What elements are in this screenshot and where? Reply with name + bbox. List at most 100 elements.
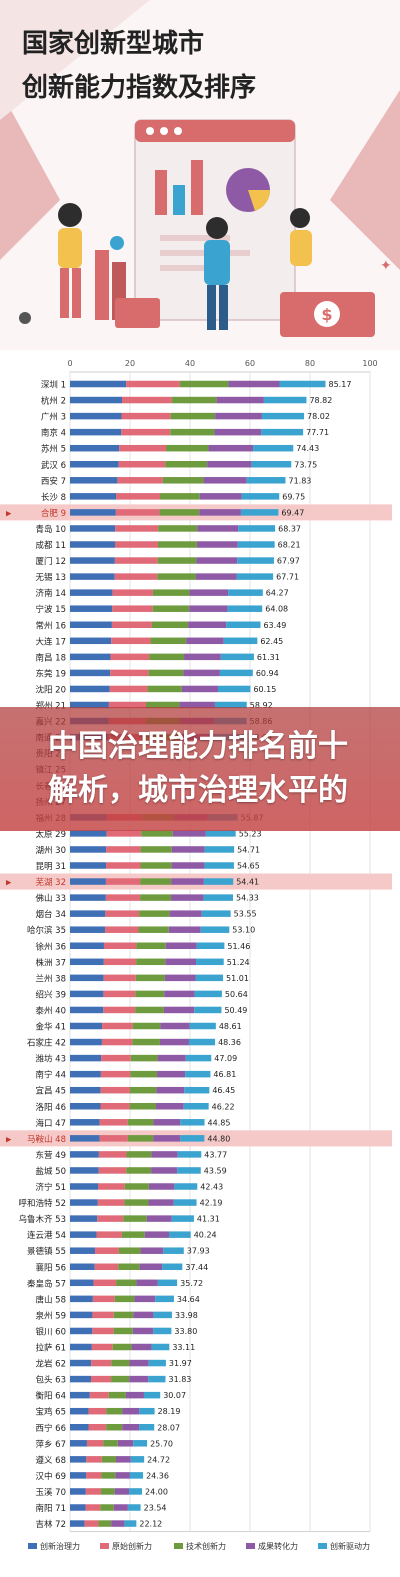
bar-segment — [129, 1488, 142, 1495]
bar-segment — [117, 477, 163, 484]
bar-segment — [158, 525, 198, 532]
bar-segment — [124, 1183, 149, 1190]
bar-segment — [159, 509, 200, 516]
bar-segment — [118, 1247, 141, 1254]
bar-segment — [123, 1215, 147, 1222]
value-label: 41.31 — [197, 1215, 220, 1224]
value-label: 60.15 — [253, 685, 276, 694]
bar-segment — [70, 942, 104, 949]
category-label: 绍兴 39 — [35, 989, 66, 1000]
bar-segment — [156, 1086, 185, 1094]
bar-segment — [113, 1504, 128, 1511]
bar-segment — [238, 525, 276, 532]
bar-segment — [70, 846, 107, 853]
value-label: 48.36 — [218, 1038, 241, 1047]
overlay-title-line1: 中国治理能力排名前十 — [48, 729, 348, 764]
bar-segment — [110, 669, 149, 677]
bar-segment — [113, 1311, 134, 1319]
bar-segment — [157, 1054, 186, 1062]
bar-segment — [151, 1343, 170, 1351]
bar-segment — [195, 573, 237, 580]
briefcase-icon — [115, 298, 160, 328]
bar-segment — [219, 669, 253, 677]
value-label: 28.19 — [158, 1407, 181, 1416]
category-label: 郑州 21 — [35, 701, 66, 712]
category-label: 西宁 66 — [35, 1423, 66, 1434]
bar-segment — [169, 910, 202, 917]
bar-segment — [179, 380, 229, 388]
value-label: 73.75 — [294, 460, 317, 469]
bar-segment — [112, 1343, 132, 1351]
bar-segment — [70, 1070, 101, 1078]
bar-segment — [152, 605, 190, 612]
bar-segment — [70, 461, 119, 468]
bar-segment — [172, 830, 206, 837]
bar-segment — [135, 990, 165, 998]
bar-segment — [70, 958, 104, 966]
bar-segment — [236, 573, 274, 580]
value-label: 34.64 — [177, 1295, 200, 1304]
article-title-overlay[interactable]: 中国治理能力排名前十 解析，城市治理水平的 — [0, 707, 400, 831]
category-label: 成都 11 — [35, 540, 66, 551]
bar-segment — [183, 669, 220, 677]
bar-segment — [127, 1504, 141, 1511]
bar-segment — [253, 444, 294, 452]
bar-segment — [223, 637, 258, 645]
board-header — [135, 120, 295, 142]
bar-segment — [204, 862, 234, 869]
bar-segment — [70, 477, 118, 484]
category-label: 青岛 10 — [35, 524, 66, 535]
bar-segment — [70, 396, 123, 404]
value-label: 77.71 — [306, 428, 329, 437]
bar-segment — [157, 541, 197, 548]
bar-segment — [162, 1263, 183, 1270]
bar-segment — [88, 1424, 107, 1431]
bar-segment — [70, 1407, 89, 1415]
bar-segment — [263, 396, 307, 404]
bar-segment — [100, 1488, 115, 1495]
bar-segment — [165, 942, 197, 949]
bar-segment — [157, 1279, 178, 1287]
bar-segment — [70, 1391, 90, 1399]
value-label: 46.22 — [212, 1102, 235, 1111]
value-label: 58.92 — [250, 701, 273, 710]
value-label: 46.45 — [212, 1086, 235, 1095]
bar-segment — [129, 1375, 149, 1383]
category-label: 南阳 71 — [35, 1503, 66, 1514]
bar-segment — [105, 878, 141, 885]
x-tick-label: 0 — [67, 359, 72, 368]
bar-segment — [165, 461, 208, 468]
bar-segment — [70, 637, 112, 645]
bar-segment — [70, 1054, 102, 1062]
bar-segment — [146, 1215, 172, 1222]
bar-segment — [185, 1054, 212, 1062]
category-label: 宝鸡 65 — [35, 1407, 66, 1418]
value-label: 55.23 — [239, 829, 262, 838]
bar-segment — [136, 942, 166, 949]
bar-segment — [180, 1135, 205, 1142]
bar-segment — [95, 1247, 119, 1254]
bar-segment — [102, 1022, 133, 1030]
bar-segment — [140, 862, 172, 869]
legend-item: 创新驱动力 — [330, 1541, 370, 1551]
bar-segment — [122, 1424, 140, 1431]
bar-segment — [70, 1022, 103, 1030]
bar-segment — [111, 637, 151, 645]
bar-segment — [138, 926, 169, 933]
bar-segment — [103, 1006, 136, 1014]
bar-segment — [251, 461, 292, 468]
bar-segment — [228, 589, 263, 596]
bar-segment — [151, 621, 189, 628]
bar-segment — [189, 1022, 216, 1030]
value-label: 67.71 — [276, 573, 299, 582]
bar-segment — [196, 942, 225, 949]
bar-segment — [116, 1279, 137, 1287]
bar-segment — [141, 830, 173, 837]
category-label: 湖州 30 — [35, 846, 66, 856]
bar-segment — [70, 862, 107, 869]
value-label: 30.07 — [163, 1391, 186, 1400]
bar-segment — [148, 1375, 166, 1383]
bar-segment — [132, 1022, 161, 1030]
category-label: 佛山 33 — [35, 893, 66, 904]
category-label: 衡阳 64 — [35, 1391, 66, 1402]
